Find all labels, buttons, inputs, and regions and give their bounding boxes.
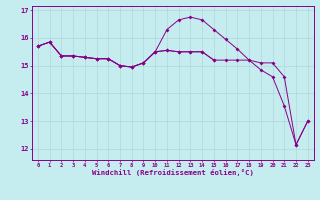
X-axis label: Windchill (Refroidissement éolien,°C): Windchill (Refroidissement éolien,°C)	[92, 169, 254, 176]
